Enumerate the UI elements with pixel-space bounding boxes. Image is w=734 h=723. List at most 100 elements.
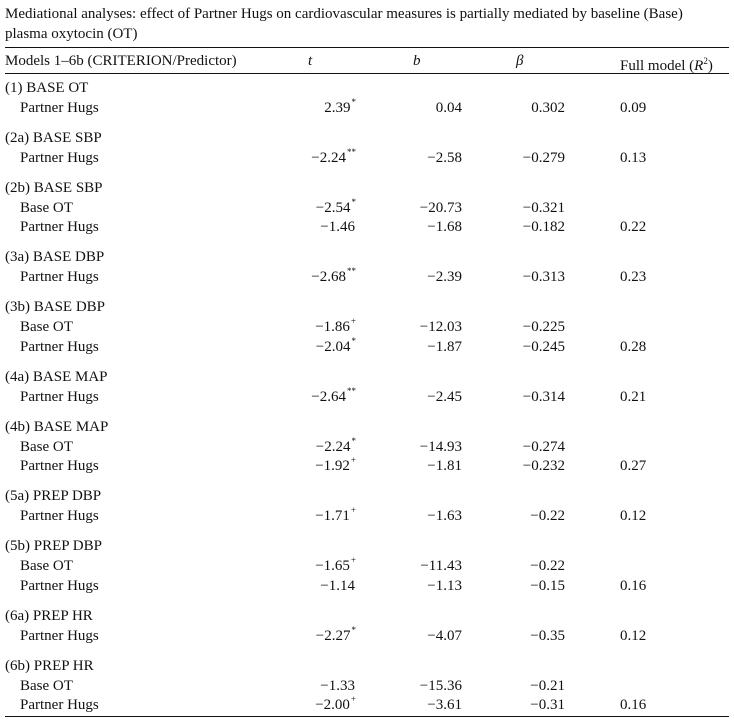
model-label: (1) BASE OT xyxy=(5,80,89,96)
beta-value: −0.22 xyxy=(530,558,565,574)
significance-marker: * xyxy=(351,335,357,346)
header-rule xyxy=(5,73,729,74)
b-value: −2.39 xyxy=(427,269,462,286)
beta-value: −0.21 xyxy=(530,677,565,694)
b-value: −3.61 xyxy=(427,697,462,714)
predictor-label: Partner Hugs xyxy=(20,458,99,475)
table-row: Partner Hugs −1.71+ −1.63 −0.22 0.12 xyxy=(0,506,734,526)
header-models: Models 1–6b (CRITERION/Predictor) xyxy=(5,53,237,69)
beta-value: −0.232 xyxy=(522,458,565,475)
t-value: −2.24* xyxy=(316,436,356,457)
model-group-row: (2a) BASE SBP xyxy=(0,128,734,148)
r2-value: 0.22 xyxy=(620,219,647,236)
table-row: Partner Hugs −2.27* −4.07 −0.35 0.12 xyxy=(0,624,734,646)
b-value: −1.81 xyxy=(427,458,462,475)
table-caption: Mediational analyses: effect of Partner … xyxy=(5,6,683,42)
significance-marker: + xyxy=(350,505,356,516)
t-value: −2.64** xyxy=(311,385,356,407)
header-b-label: b xyxy=(413,53,421,69)
beta-value: −0.35 xyxy=(530,627,565,644)
predictor-label: Partner Hugs xyxy=(20,388,99,405)
beta-value: −0.279 xyxy=(522,149,565,166)
beta-value: −0.225 xyxy=(522,319,565,335)
b-value: −1.68 xyxy=(427,219,462,236)
model-group-row: (3b) BASE DBP xyxy=(0,297,734,317)
significance-marker: ** xyxy=(347,385,356,396)
predictor-label: Base OT xyxy=(20,438,73,455)
predictor-label: Partner Hugs xyxy=(20,508,99,525)
table-row: Base OT −1.86+ −12.03 −0.225 xyxy=(0,317,734,337)
t-number: −2.54 xyxy=(315,199,351,216)
t-number: −1.86 xyxy=(315,319,350,335)
t-number: 2.39 xyxy=(324,99,351,116)
t-value: −1.86+ xyxy=(315,317,356,337)
predictor-label: Partner Hugs xyxy=(20,219,99,236)
t-value: −1.46 xyxy=(320,217,356,237)
beta-value: −0.31 xyxy=(530,697,565,714)
predictor-label: Partner Hugs xyxy=(20,99,99,116)
predictor-label: Partner Hugs xyxy=(20,627,99,644)
t-number: −2.27 xyxy=(315,627,351,644)
b-value: 0.04 xyxy=(435,99,462,116)
r2-value: 0.23 xyxy=(620,269,647,286)
beta-value: −0.321 xyxy=(522,199,565,216)
significance-marker: * xyxy=(351,624,357,635)
t-number: −2.64 xyxy=(311,388,346,405)
model-label: (2b) BASE SBP xyxy=(5,179,103,196)
beta-value: −0.313 xyxy=(522,269,565,286)
r2-value: 0.21 xyxy=(620,388,647,405)
b-value: −2.45 xyxy=(427,388,462,405)
b-value: −14.93 xyxy=(419,438,462,455)
header-r2-sup: 2 xyxy=(703,56,708,66)
model-label: (6b) PREP HR xyxy=(5,657,94,674)
significance-marker: ** xyxy=(347,266,356,277)
r2-value: 0.12 xyxy=(620,627,647,644)
header-beta: β xyxy=(516,51,523,71)
header-beta-label: β xyxy=(516,53,524,69)
r2-value: 0.27 xyxy=(620,458,647,475)
t-value: −2.68** xyxy=(311,267,356,287)
beta-value: −0.15 xyxy=(530,577,565,594)
table-row: Partner Hugs −2.00+ −3.61 −0.31 0.16 xyxy=(0,695,734,715)
table-row: Base OT −2.24* −14.93 −0.274 xyxy=(0,436,734,457)
table-row: Partner Hugs −2.68** −2.39 −0.313 0.23 xyxy=(0,267,734,287)
model-group-row: (5a) PREP DBP xyxy=(0,486,734,506)
model-label: (4b) BASE MAP xyxy=(5,418,109,435)
t-number: −1.46 xyxy=(320,219,355,236)
predictor-label: Base OT xyxy=(20,199,73,216)
predictor-label: Partner Hugs xyxy=(20,577,99,594)
header-r2: Full model (R2) xyxy=(620,51,713,76)
t-value: −1.71+ xyxy=(315,506,356,526)
b-value: −12.03 xyxy=(419,319,462,335)
t-value: 2.39* xyxy=(324,97,356,118)
predictor-label: Base OT xyxy=(20,319,73,335)
model-group-row: (3a) BASE DBP xyxy=(0,247,734,267)
significance-marker: + xyxy=(350,694,356,705)
table-row: Partner Hugs −2.24** −2.58 −0.279 0.13 xyxy=(0,147,734,168)
model-group-row: (1) BASE OT xyxy=(0,78,734,98)
predictor-label: Base OT xyxy=(20,558,73,574)
r2-value: 0.12 xyxy=(620,508,647,525)
predictor-label: Partner Hugs xyxy=(20,338,99,355)
beta-value: −0.314 xyxy=(522,388,565,405)
model-group-row: (4a) BASE MAP xyxy=(0,367,734,387)
b-value: −11.43 xyxy=(420,558,462,574)
b-value: −20.73 xyxy=(419,199,462,216)
t-number: −2.68 xyxy=(311,269,346,286)
model-label: (6a) PREP HR xyxy=(5,607,93,624)
t-number: −1.14 xyxy=(320,577,355,594)
t-value: −2.24** xyxy=(311,147,356,168)
b-value: −15.36 xyxy=(419,677,462,694)
r2-value: 0.16 xyxy=(620,697,647,714)
top-rule xyxy=(5,47,729,49)
significance-marker: + xyxy=(350,316,356,326)
t-value: −1.65+ xyxy=(315,556,356,576)
t-value: −2.00+ xyxy=(315,695,356,715)
significance-marker: + xyxy=(350,555,356,565)
t-number: −1.33 xyxy=(320,677,355,694)
table-row: Base OT −1.65+ −11.43 −0.22 xyxy=(0,556,734,576)
model-label: (2a) BASE SBP xyxy=(5,129,102,146)
t-number: −2.04 xyxy=(315,338,351,355)
model-group-row: (6a) PREP HR xyxy=(0,606,734,626)
t-number: −2.24 xyxy=(311,149,346,166)
